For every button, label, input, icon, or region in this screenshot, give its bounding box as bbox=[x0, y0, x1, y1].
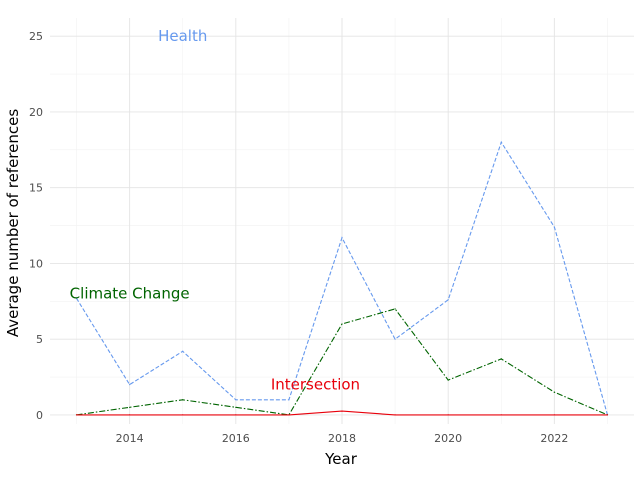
series-label-health: Health bbox=[158, 27, 207, 45]
y-tick-label: 20 bbox=[29, 106, 43, 119]
data-point-climate-change bbox=[500, 358, 502, 360]
data-point-intersection bbox=[129, 414, 131, 416]
data-point-climate-change bbox=[129, 406, 131, 408]
data-point-intersection bbox=[500, 414, 502, 416]
y-axis-title: Average number of references bbox=[4, 109, 22, 338]
x-axis-title: Year bbox=[324, 450, 358, 468]
x-tick-labels: 2014 2016 2018 2020 2022 bbox=[116, 432, 569, 445]
data-point-intersection bbox=[553, 414, 555, 416]
x-tick-label: 2014 bbox=[116, 432, 144, 445]
y-tick-label: 25 bbox=[29, 30, 43, 43]
data-point-health bbox=[553, 226, 555, 228]
y-tick-label: 0 bbox=[36, 409, 43, 422]
data-point-climate-change bbox=[394, 308, 396, 310]
series-lines bbox=[75, 140, 609, 416]
data-point-health bbox=[288, 399, 290, 401]
data-point-health bbox=[447, 299, 449, 301]
data-point-health bbox=[500, 141, 502, 143]
data-point-climate-change bbox=[182, 399, 184, 401]
x-tick-label: 2018 bbox=[328, 432, 356, 445]
data-point-health bbox=[182, 350, 184, 352]
data-point-climate-change bbox=[553, 391, 555, 393]
y-tick-labels: 0 5 10 15 20 25 bbox=[29, 30, 43, 422]
data-point-intersection bbox=[341, 410, 343, 412]
data-point-intersection bbox=[447, 414, 449, 416]
x-tick-label: 2020 bbox=[434, 432, 462, 445]
data-point-climate-change bbox=[341, 323, 343, 325]
y-tick-label: 15 bbox=[29, 182, 43, 195]
data-point-climate-change bbox=[447, 379, 449, 381]
series-labels: Health Climate Change Intersection bbox=[70, 27, 360, 393]
x-tick-label: 2016 bbox=[222, 432, 250, 445]
data-point-intersection bbox=[75, 414, 78, 416]
series-label-intersection: Intersection bbox=[271, 376, 360, 394]
y-tick-label: 10 bbox=[29, 257, 43, 270]
data-point-health bbox=[394, 338, 396, 340]
major-gridlines bbox=[50, 18, 634, 424]
data-point-health bbox=[75, 297, 78, 299]
data-point-intersection bbox=[606, 414, 609, 416]
series-label-climate-change: Climate Change bbox=[70, 285, 190, 303]
data-point-climate-change bbox=[235, 406, 237, 408]
x-tick-label: 2022 bbox=[540, 432, 568, 445]
data-point-intersection bbox=[235, 414, 237, 416]
data-point-health bbox=[129, 384, 131, 386]
data-point-health bbox=[235, 399, 237, 401]
y-tick-label: 5 bbox=[36, 333, 43, 346]
data-point-intersection bbox=[288, 414, 290, 416]
data-point-intersection bbox=[394, 414, 396, 416]
data-point-health bbox=[341, 237, 343, 239]
data-point-intersection bbox=[182, 414, 184, 416]
